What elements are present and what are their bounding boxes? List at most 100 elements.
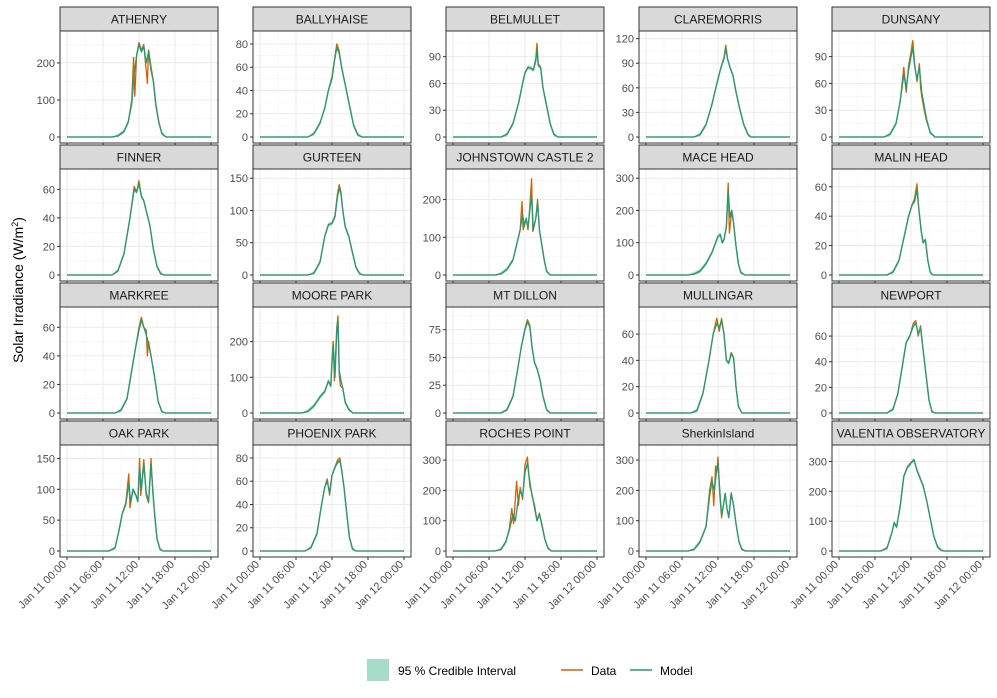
y-tick-label: 100 [616, 238, 634, 250]
y-tick-label: 90 [815, 52, 827, 64]
y-tick-label: 20 [815, 382, 827, 394]
model-line [646, 47, 790, 138]
model-line [453, 195, 597, 276]
y-tick-label: 100 [37, 95, 55, 107]
y-tick-label: 50 [236, 238, 248, 250]
y-tick-label: 300 [616, 455, 634, 467]
y-tick-label: 60 [815, 182, 827, 194]
y-tick-label: 0 [242, 132, 248, 144]
y-tick-label: 300 [809, 456, 827, 468]
y-tick-label: 300 [423, 455, 441, 467]
y-tick-label: 40 [236, 499, 248, 511]
y-tick-label: 150 [230, 173, 248, 185]
y-tick-label: 0 [49, 546, 55, 558]
model-line [839, 459, 983, 552]
facet-strip-label: MARKREE [109, 289, 168, 303]
facet-panel: MARKREE 0 20 40 60 [43, 282, 219, 422]
facet-panel: MULLINGAR 0 20 40 60 [622, 282, 798, 422]
y-tick-label: 60 [429, 78, 441, 90]
y-tick-label: 20 [815, 241, 827, 253]
facet-strip [638, 420, 798, 446]
y-tick-label: 100 [423, 232, 441, 244]
y-tick-label: 0 [821, 546, 827, 558]
y-tick-label: 60 [43, 322, 55, 334]
y-tick-label: 0 [821, 408, 827, 420]
facet-strip-label: MACE HEAD [682, 151, 754, 165]
model-line [260, 459, 404, 552]
y-tick-label: 25 [429, 380, 441, 392]
model-line [453, 462, 597, 552]
facet-strip [445, 420, 605, 446]
y-tick-label: 20 [622, 382, 634, 394]
y-tick-label: 40 [815, 211, 827, 223]
facet-strip [445, 6, 605, 32]
y-tick-label: 300 [616, 173, 634, 185]
y-tick-label: 0 [49, 270, 55, 282]
y-tick-label: 60 [622, 83, 634, 95]
y-tick-label: 30 [815, 105, 827, 117]
model-line [839, 189, 983, 276]
y-tick-label: 200 [809, 486, 827, 498]
y-tick-label: 200 [423, 485, 441, 497]
model-line [67, 182, 211, 276]
y-tick-label: 20 [236, 109, 248, 121]
y-tick-label: 0 [242, 546, 248, 558]
facet-panels: ATHENRY0100200BALLYHAISE020406080BELMULL… [16, 6, 991, 612]
facet-strip [252, 144, 412, 170]
facet-strip [831, 144, 991, 170]
facet-strip-label: ROCHES POINT [479, 427, 571, 441]
y-tick-label: 40 [43, 351, 55, 363]
facet-strip-label: MULLINGAR [683, 289, 753, 303]
y-tick-label: 0 [435, 132, 441, 144]
y-tick-label: 60 [622, 329, 634, 341]
y-tick-label: 60 [815, 331, 827, 343]
facet-strip [445, 144, 605, 170]
model-line [646, 320, 790, 414]
facet-strip-label: FINNER [117, 151, 162, 165]
facet-panel: JOHNSTOWN CASTLE 2 0 100 200 [423, 144, 605, 284]
facet-strip-label: MT DILLON [493, 289, 557, 303]
facet-strip [638, 282, 798, 308]
y-tick-label: 200 [616, 205, 634, 217]
y-tick-label: 0 [628, 546, 634, 558]
y-tick-label: 200 [230, 337, 248, 349]
facet-strip [831, 6, 991, 32]
y-tick-label: 30 [429, 105, 441, 117]
legend-model-label: Model [660, 664, 693, 678]
facet-panel: MOORE PARK 0 100 200 [230, 282, 412, 422]
y-tick-label: 60 [43, 184, 55, 196]
y-tick-label: 100 [37, 484, 55, 496]
facet-panel: ATHENRY 0 100 200 [37, 6, 219, 146]
legend-ci-label: 95 % Credible Interval [398, 664, 516, 678]
model-line [453, 321, 597, 414]
facet-strip [252, 6, 412, 32]
y-tick-label: 100 [616, 516, 634, 528]
model-line [839, 47, 983, 138]
y-axis-label: Solar Irradiance (W/m2) [10, 217, 26, 363]
facet-strip [59, 420, 219, 446]
y-tick-label: 90 [429, 52, 441, 64]
y-tick-label: 0 [242, 408, 248, 420]
y-tick-label: 100 [809, 516, 827, 528]
facet-panel: MALIN HEAD 0 20 40 60 [815, 144, 991, 284]
facet-strip [831, 420, 991, 446]
model-line [260, 187, 404, 276]
y-tick-label: 0 [49, 408, 55, 420]
y-tick-label: 0 [435, 270, 441, 282]
facet-strip-label: JOHNSTOWN CASTLE 2 [456, 151, 593, 165]
facet-strip [252, 420, 412, 446]
y-tick-label: 60 [236, 476, 248, 488]
y-tick-label: 80 [236, 453, 248, 465]
y-tick-label: 100 [230, 205, 248, 217]
facet-strip-label: BALLYHAISE [296, 13, 368, 27]
facet-strip-label: VALENTIA OBSERVATORY [837, 427, 986, 441]
facet-strip [445, 282, 605, 308]
facet-strip [59, 6, 219, 32]
y-tick-label: 0 [821, 132, 827, 144]
y-tick-label: 60 [815, 78, 827, 90]
y-tick-label: 40 [43, 213, 55, 225]
model-line [260, 46, 404, 138]
